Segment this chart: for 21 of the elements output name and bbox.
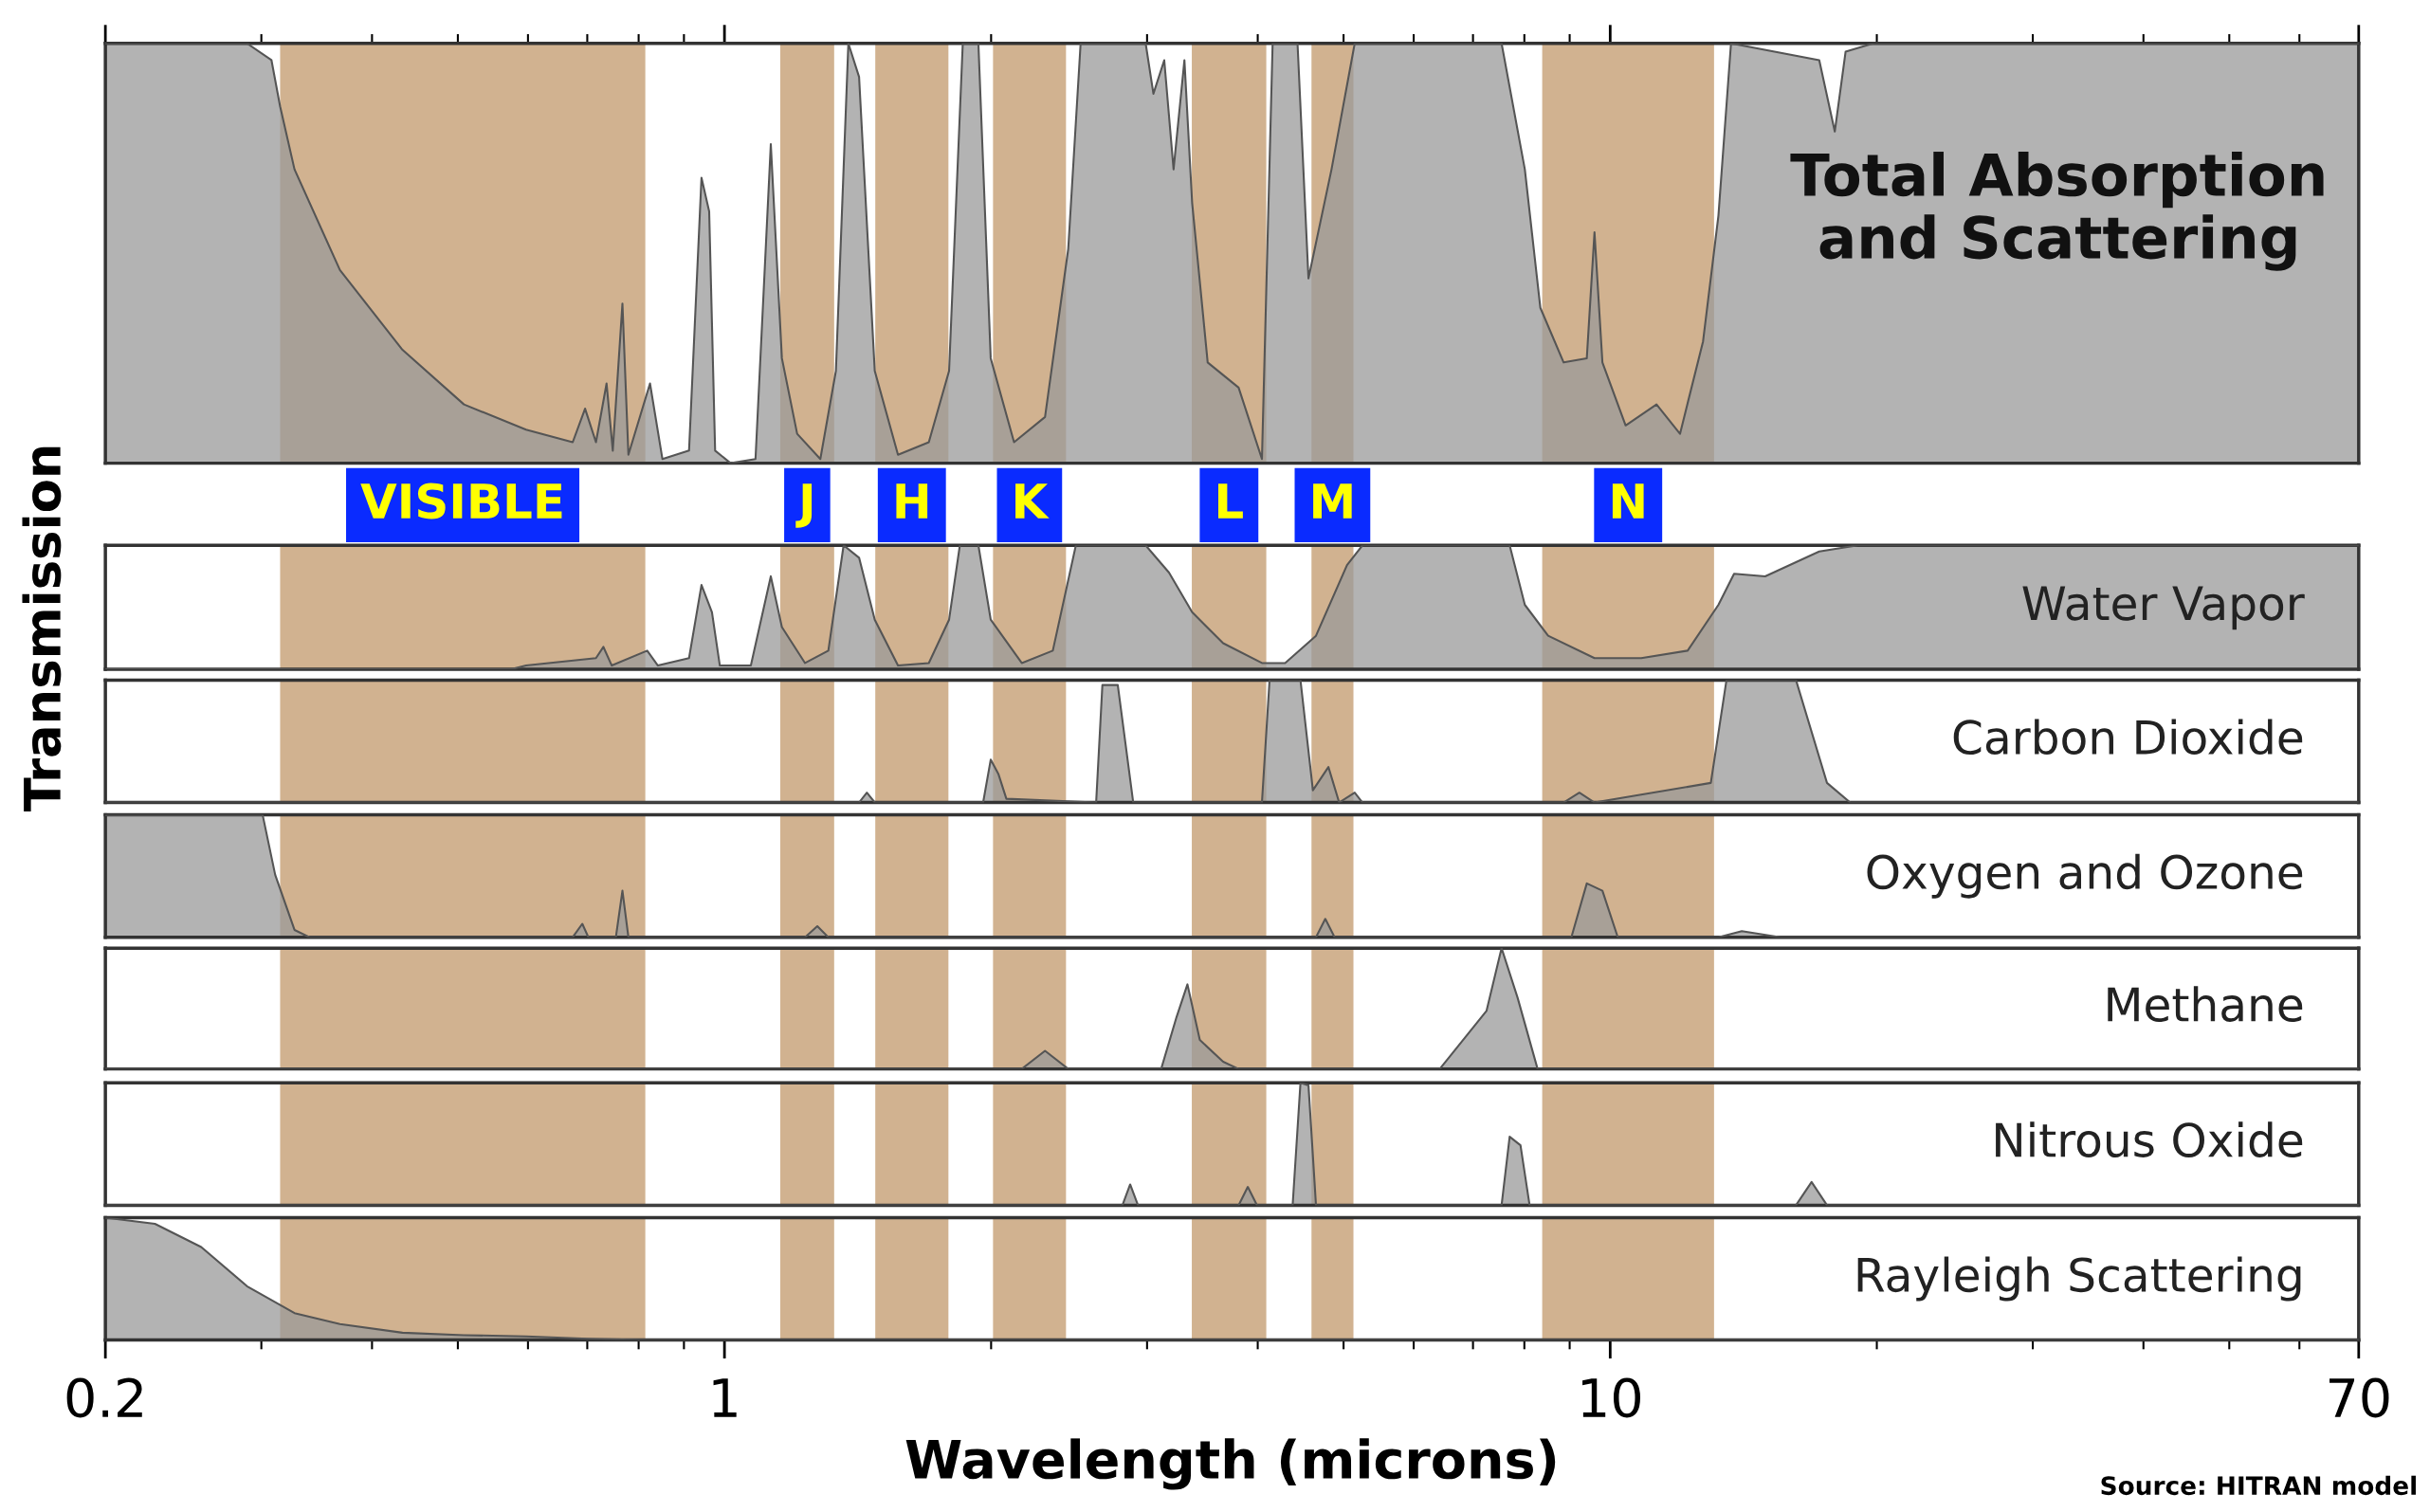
- x-tick-label: 70: [2330, 1377, 2389, 1418]
- text: Nitrous Oxide: [1996, 1121, 2303, 1157]
- band-label: VISIBLE: [360, 483, 562, 519]
- band-label: L: [1217, 483, 1243, 519]
- x-tick-label: 10: [1582, 1377, 1640, 1418]
- band-label: M: [1313, 483, 1352, 519]
- text: Carbon Dioxide: [1953, 719, 2303, 756]
- x-axis-title: Wavelength (microns): [905, 1438, 1556, 1490]
- band-label: K: [1015, 483, 1050, 519]
- band-label: N: [1612, 483, 1644, 519]
- text: Methane: [2108, 986, 2303, 1022]
- band-label: H: [896, 483, 928, 519]
- x-tick-label: 1: [713, 1378, 737, 1417]
- x-tick-label: 0.2: [66, 1377, 142, 1418]
- text: Water Vapor: [2022, 586, 2305, 630]
- band-label: J: [795, 483, 813, 528]
- text: Oxygen and Ozone: [1867, 853, 2303, 899]
- y-axis-title: Transmission: [22, 446, 62, 811]
- text: Total Absorption and Scattering: [1790, 152, 2324, 271]
- text: Rayleigh Scattering: [1857, 1256, 2301, 1302]
- source-note: Source: HITRAN model: [2101, 1475, 2416, 1496]
